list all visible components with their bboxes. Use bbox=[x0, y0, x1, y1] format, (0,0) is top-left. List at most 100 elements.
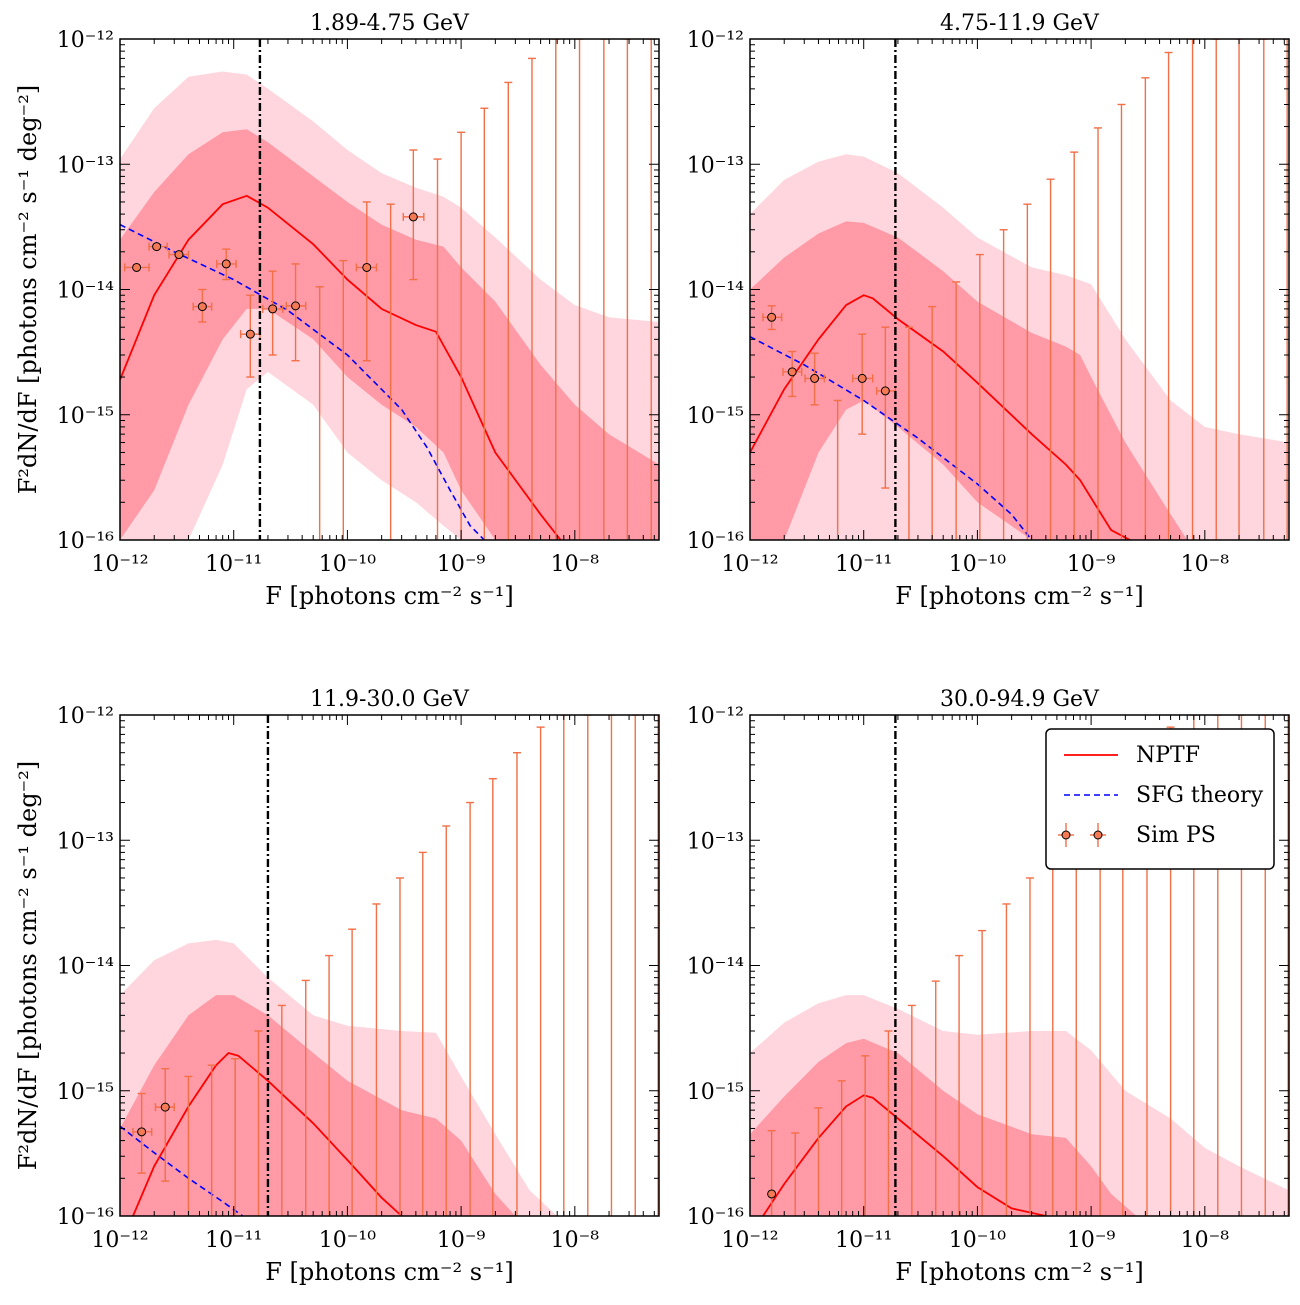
sim-ps-point bbox=[277, 1004, 286, 1216]
sim-ps-point bbox=[262, 270, 284, 356]
sim-ps-point bbox=[536, 726, 545, 1216]
y-tick-label: 10⁻¹³ bbox=[687, 829, 744, 854]
sim-ps-point bbox=[767, 1129, 777, 1216]
sim-ps-point bbox=[339, 259, 348, 540]
panel-4: 10⁻¹² 10⁻¹¹ 10⁻¹⁰ 10⁻⁹ 10⁻⁸ 10⁻¹⁶ 10⁻¹⁵ 10⁻¹⁴ 10… bbox=[687, 687, 1290, 1286]
sim-ps-point bbox=[239, 294, 261, 378]
x-tick-label: 10⁻¹² bbox=[721, 552, 778, 577]
data-point bbox=[291, 301, 301, 311]
y-axis-label: F²dN/dF [photons cm⁻² s⁻¹ deg⁻²] bbox=[14, 761, 42, 1170]
plot-area bbox=[750, 39, 1289, 540]
plot-area bbox=[750, 715, 1289, 1216]
x-tick-label: 10⁻⁹ bbox=[437, 1228, 486, 1253]
legend-point bbox=[1093, 830, 1103, 840]
sim-ps-point bbox=[488, 778, 497, 1216]
plot-area bbox=[120, 39, 659, 540]
sim-ps-point bbox=[833, 399, 842, 540]
panel-3: 10⁻¹² 10⁻¹¹ 10⁻¹⁰ 10⁻⁹ 10⁻⁸ 10⁻¹⁶ 10⁻¹⁵ 10⁻¹⁴ 10… bbox=[14, 687, 660, 1286]
sim-ps-point bbox=[1164, 51, 1173, 540]
sim-ps-point bbox=[631, 715, 640, 1216]
data-point bbox=[221, 259, 231, 269]
x-tick-label: 10⁻⁹ bbox=[1067, 552, 1116, 577]
axis-ticks bbox=[749, 38, 1289, 541]
x-axis-label: F [photons cm⁻² s⁻¹] bbox=[265, 582, 514, 610]
x-tick-label: 10⁻⁸ bbox=[551, 1228, 600, 1253]
sim-ps-point bbox=[504, 81, 513, 540]
y-tick-label: 10⁻¹⁶ bbox=[687, 1205, 744, 1230]
axis-ticks bbox=[119, 38, 659, 541]
y-tick-label: 10⁻¹⁶ bbox=[57, 529, 114, 554]
sim-ps-point bbox=[804, 352, 825, 406]
sim-ps-point bbox=[1094, 127, 1103, 540]
sim-ps-point bbox=[348, 928, 357, 1216]
y-tick-label: 10⁻¹⁴ bbox=[57, 279, 114, 304]
x-axis-label: F [photons cm⁻² s⁻¹] bbox=[265, 1258, 514, 1286]
x-tick-label: 10⁻⁹ bbox=[1067, 1228, 1116, 1253]
band-68 bbox=[120, 995, 516, 1216]
sim-ps-point bbox=[907, 1004, 916, 1216]
panel-2: 10⁻¹² 10⁻¹¹ 10⁻¹⁰ 10⁻⁹ 10⁻⁸ 10⁻¹⁶ 10⁻¹⁵ 10⁻¹⁴ 10… bbox=[687, 11, 1290, 610]
sim-ps-point bbox=[575, 39, 584, 540]
y-tick-label: 10⁻¹⁵ bbox=[687, 1080, 744, 1105]
sim-ps-point bbox=[132, 1092, 153, 1174]
x-tick-label: 10⁻⁸ bbox=[551, 552, 600, 577]
plot-frame bbox=[119, 38, 660, 541]
data-point bbox=[197, 302, 207, 312]
data-point bbox=[857, 373, 867, 383]
sim-ps-point bbox=[551, 39, 560, 540]
data-point bbox=[137, 1127, 147, 1137]
data-point bbox=[160, 1102, 170, 1112]
x-tick-label: 10⁻¹⁰ bbox=[949, 552, 1006, 577]
sim-ps-point bbox=[216, 248, 237, 281]
sim-ps-point bbox=[254, 1030, 263, 1216]
plot-area bbox=[120, 715, 659, 1216]
x-tick-label: 10⁻¹² bbox=[721, 1228, 778, 1253]
panel-1: 10⁻¹² 10⁻¹¹ 10⁻¹⁰ 10⁻⁹ 10⁻⁸ 10⁻¹⁶ 10⁻¹⁵ 10⁻¹⁴ 10… bbox=[14, 11, 660, 610]
sim-ps-point bbox=[837, 1080, 846, 1216]
sim-ps-point bbox=[999, 229, 1008, 540]
sim-ps-point bbox=[559, 715, 568, 1216]
sim-ps-point bbox=[527, 57, 536, 540]
y-tick-label: 10⁻¹³ bbox=[57, 829, 114, 854]
axis-ticks bbox=[119, 714, 659, 1217]
y-tick-label: 10⁻¹⁵ bbox=[57, 1080, 114, 1105]
sim-ps-point bbox=[355, 201, 378, 362]
sim-ps-point bbox=[154, 1067, 175, 1182]
sim-ps-point bbox=[762, 305, 783, 331]
legend-label: NPTF bbox=[1136, 743, 1200, 768]
data-point bbox=[174, 250, 184, 260]
sim-ps-point bbox=[480, 107, 489, 540]
panel-title: 30.0-94.9 GeV bbox=[940, 687, 1100, 712]
plot-frame bbox=[749, 38, 1290, 541]
y-tick-label: 10⁻¹⁶ bbox=[57, 1205, 114, 1230]
y-tick-label: 10⁻¹² bbox=[57, 704, 114, 729]
sim-ps-point bbox=[1023, 203, 1032, 540]
panel-title: 1.89-4.75 GeV bbox=[310, 11, 470, 36]
sim-ps-point bbox=[231, 1058, 240, 1216]
sim-ps-point bbox=[814, 1107, 823, 1216]
nptf-median-line bbox=[750, 294, 1131, 540]
nptf-median-line bbox=[132, 1051, 403, 1216]
x-tick-label: 10⁻¹⁰ bbox=[319, 552, 376, 577]
sim-ps-point bbox=[442, 825, 451, 1216]
sim-ps-point bbox=[301, 979, 310, 1216]
sim-ps-point bbox=[1259, 39, 1268, 540]
y-tick-label: 10⁻¹² bbox=[687, 704, 744, 729]
sim-ps-point bbox=[315, 286, 324, 540]
sim-ps-point bbox=[851, 333, 874, 435]
sim-ps-point bbox=[1025, 877, 1034, 1216]
sim-ps-point bbox=[395, 877, 404, 1216]
sim-ps-point bbox=[782, 350, 803, 398]
sim-ps-point bbox=[184, 1075, 193, 1216]
sfg-theory-line bbox=[750, 335, 1033, 540]
y-tick-label: 10⁻¹⁶ bbox=[687, 529, 744, 554]
sim-ps-point bbox=[1002, 903, 1011, 1216]
sim-ps-point bbox=[931, 980, 940, 1216]
sim-ps-point bbox=[1046, 178, 1055, 540]
sim-ps-point bbox=[1070, 151, 1079, 540]
axis-ticks bbox=[749, 714, 1289, 1217]
y-tick-label: 10⁻¹² bbox=[57, 28, 114, 53]
sim-ps-point bbox=[466, 801, 475, 1216]
